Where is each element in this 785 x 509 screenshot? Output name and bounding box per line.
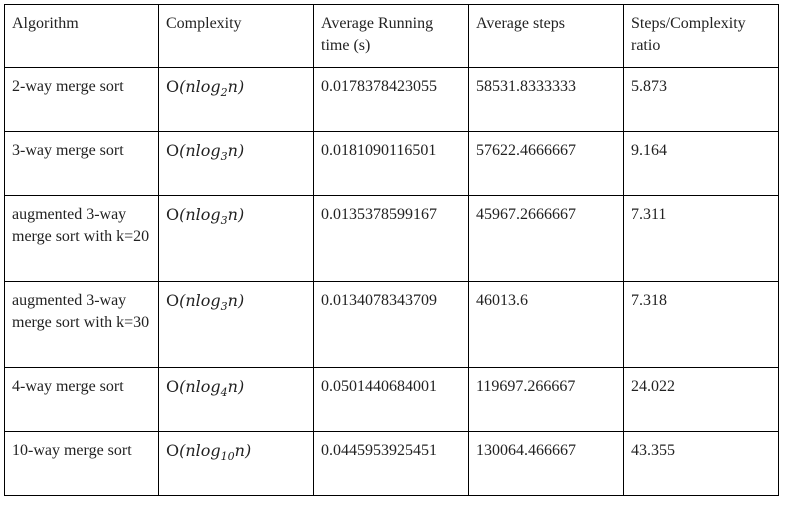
steps-cell: 57622.4666667 <box>468 131 624 196</box>
algorithm-cell: augmented 3-way merge sort with k=20 <box>4 195 159 282</box>
steps-cell: 58531.8333333 <box>468 67 624 132</box>
table-row: 10-way merge sort O(nlog10n) 0.044595392… <box>4 431 779 496</box>
ratio-cell: 43.355 <box>623 431 779 496</box>
algorithm-cell: 10-way merge sort <box>4 431 159 496</box>
ratio-cell: 7.318 <box>623 281 779 368</box>
table-row: augmented 3-way merge sort with k=20 O(n… <box>4 195 779 282</box>
complexity-cell: O(nlog10n) <box>158 431 314 496</box>
time-cell: 0.0445953925451 <box>313 431 469 496</box>
algorithm-cell: 3-way merge sort <box>4 131 159 196</box>
table-row: augmented 3-way merge sort with k=30 O(n… <box>4 281 779 368</box>
header-running-time: Average Running time (s) <box>313 4 469 68</box>
header-ratio: Steps/Complexity ratio <box>623 4 779 68</box>
steps-cell: 130064.466667 <box>468 431 624 496</box>
header-algorithm: Algorithm <box>4 4 159 68</box>
time-cell: 0.0135378599167 <box>313 195 469 282</box>
complexity-cell: O(nlog3n) <box>158 281 314 368</box>
table-row: 2-way merge sort O(nlog2n) 0.01783784230… <box>4 67 779 132</box>
complexity-cell: O(nlog2n) <box>158 67 314 132</box>
ratio-cell: 7.311 <box>623 195 779 282</box>
header-complexity: Complexity <box>158 4 314 68</box>
complexity-cell: O(nlog3n) <box>158 195 314 282</box>
time-cell: 0.0178378423055 <box>313 67 469 132</box>
algorithm-cell: augmented 3-way merge sort with k=30 <box>4 281 159 368</box>
complexity-cell: O(nlog4n) <box>158 367 314 432</box>
results-table: Algorithm Complexity Average Running tim… <box>4 4 779 496</box>
ratio-cell: 24.022 <box>623 367 779 432</box>
time-cell: 0.0134078343709 <box>313 281 469 368</box>
algorithm-cell: 2-way merge sort <box>4 67 159 132</box>
header-steps: Average steps <box>468 4 624 68</box>
ratio-cell: 5.873 <box>623 67 779 132</box>
complexity-cell: O(nlog3n) <box>158 131 314 196</box>
table-row: 3-way merge sort O(nlog3n) 0.01810901165… <box>4 131 779 196</box>
ratio-cell: 9.164 <box>623 131 779 196</box>
steps-cell: 119697.266667 <box>468 367 624 432</box>
time-cell: 0.0501440684001 <box>313 367 469 432</box>
steps-cell: 46013.6 <box>468 281 624 368</box>
algorithm-cell: 4-way merge sort <box>4 367 159 432</box>
table-row: 4-way merge sort O(nlog4n) 0.05014406840… <box>4 367 779 432</box>
steps-cell: 45967.2666667 <box>468 195 624 282</box>
time-cell: 0.0181090116501 <box>313 131 469 196</box>
header-row: Algorithm Complexity Average Running tim… <box>4 4 779 68</box>
